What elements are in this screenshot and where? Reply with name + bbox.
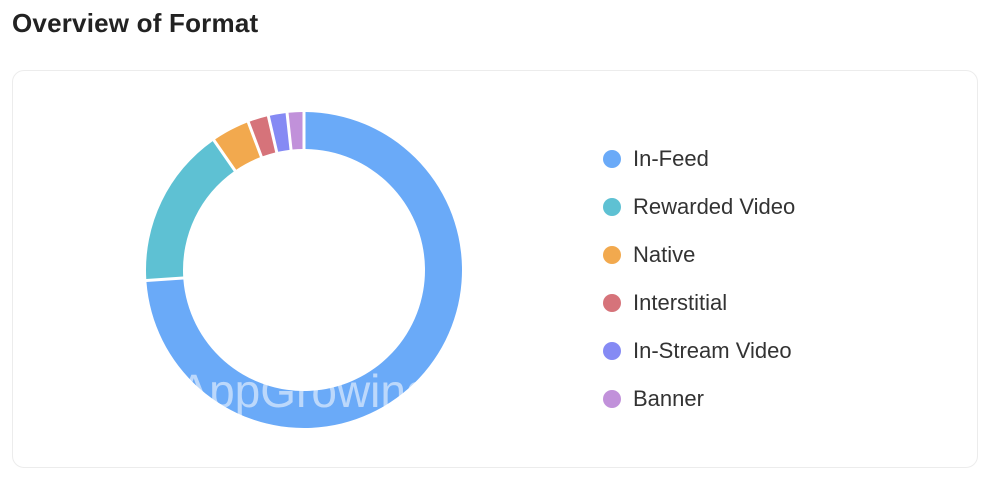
legend-dot-icon xyxy=(603,246,621,264)
slice-native[interactable] xyxy=(215,122,260,170)
page-title: Overview of Format xyxy=(12,8,259,38)
legend-item-banner[interactable]: Banner xyxy=(603,375,795,423)
legend-dot-icon xyxy=(603,294,621,312)
slice-banner[interactable] xyxy=(288,112,303,150)
legend-label: In-Feed xyxy=(633,146,709,171)
legend-label: Interstitial xyxy=(633,290,728,315)
slice-rewarded-video[interactable] xyxy=(146,141,234,279)
legend-dot-icon xyxy=(603,198,621,216)
slice-interstitial[interactable] xyxy=(249,116,276,157)
watermark: AppGrowing xyxy=(178,365,431,417)
legend-item-in-stream-video[interactable]: In-Stream Video xyxy=(603,327,795,375)
legend-label: Rewarded Video xyxy=(633,194,796,219)
legend-item-native[interactable]: Native xyxy=(603,231,795,279)
legend-dot-icon xyxy=(603,150,621,168)
legend-dot-icon xyxy=(603,390,621,408)
donut-chart: AppGrowing xyxy=(146,112,463,428)
legend-item-rewarded-video[interactable]: Rewarded Video xyxy=(603,183,795,231)
legend-item-interstitial[interactable]: Interstitial xyxy=(603,279,795,327)
legend-label: Banner xyxy=(633,386,704,411)
legend-label: In-Stream Video xyxy=(633,338,792,363)
legend-label: Native xyxy=(633,242,696,267)
legend-dot-icon xyxy=(603,342,621,360)
chart-legend: In-Feed Rewarded Video Native Interstitial I… xyxy=(603,135,795,423)
slice-in-stream-video[interactable] xyxy=(269,113,290,152)
legend-item-in-feed[interactable]: In-Feed xyxy=(603,135,795,183)
chart-card: AppGrowing In-Feed Rewarded Video Native In… xyxy=(12,70,978,468)
